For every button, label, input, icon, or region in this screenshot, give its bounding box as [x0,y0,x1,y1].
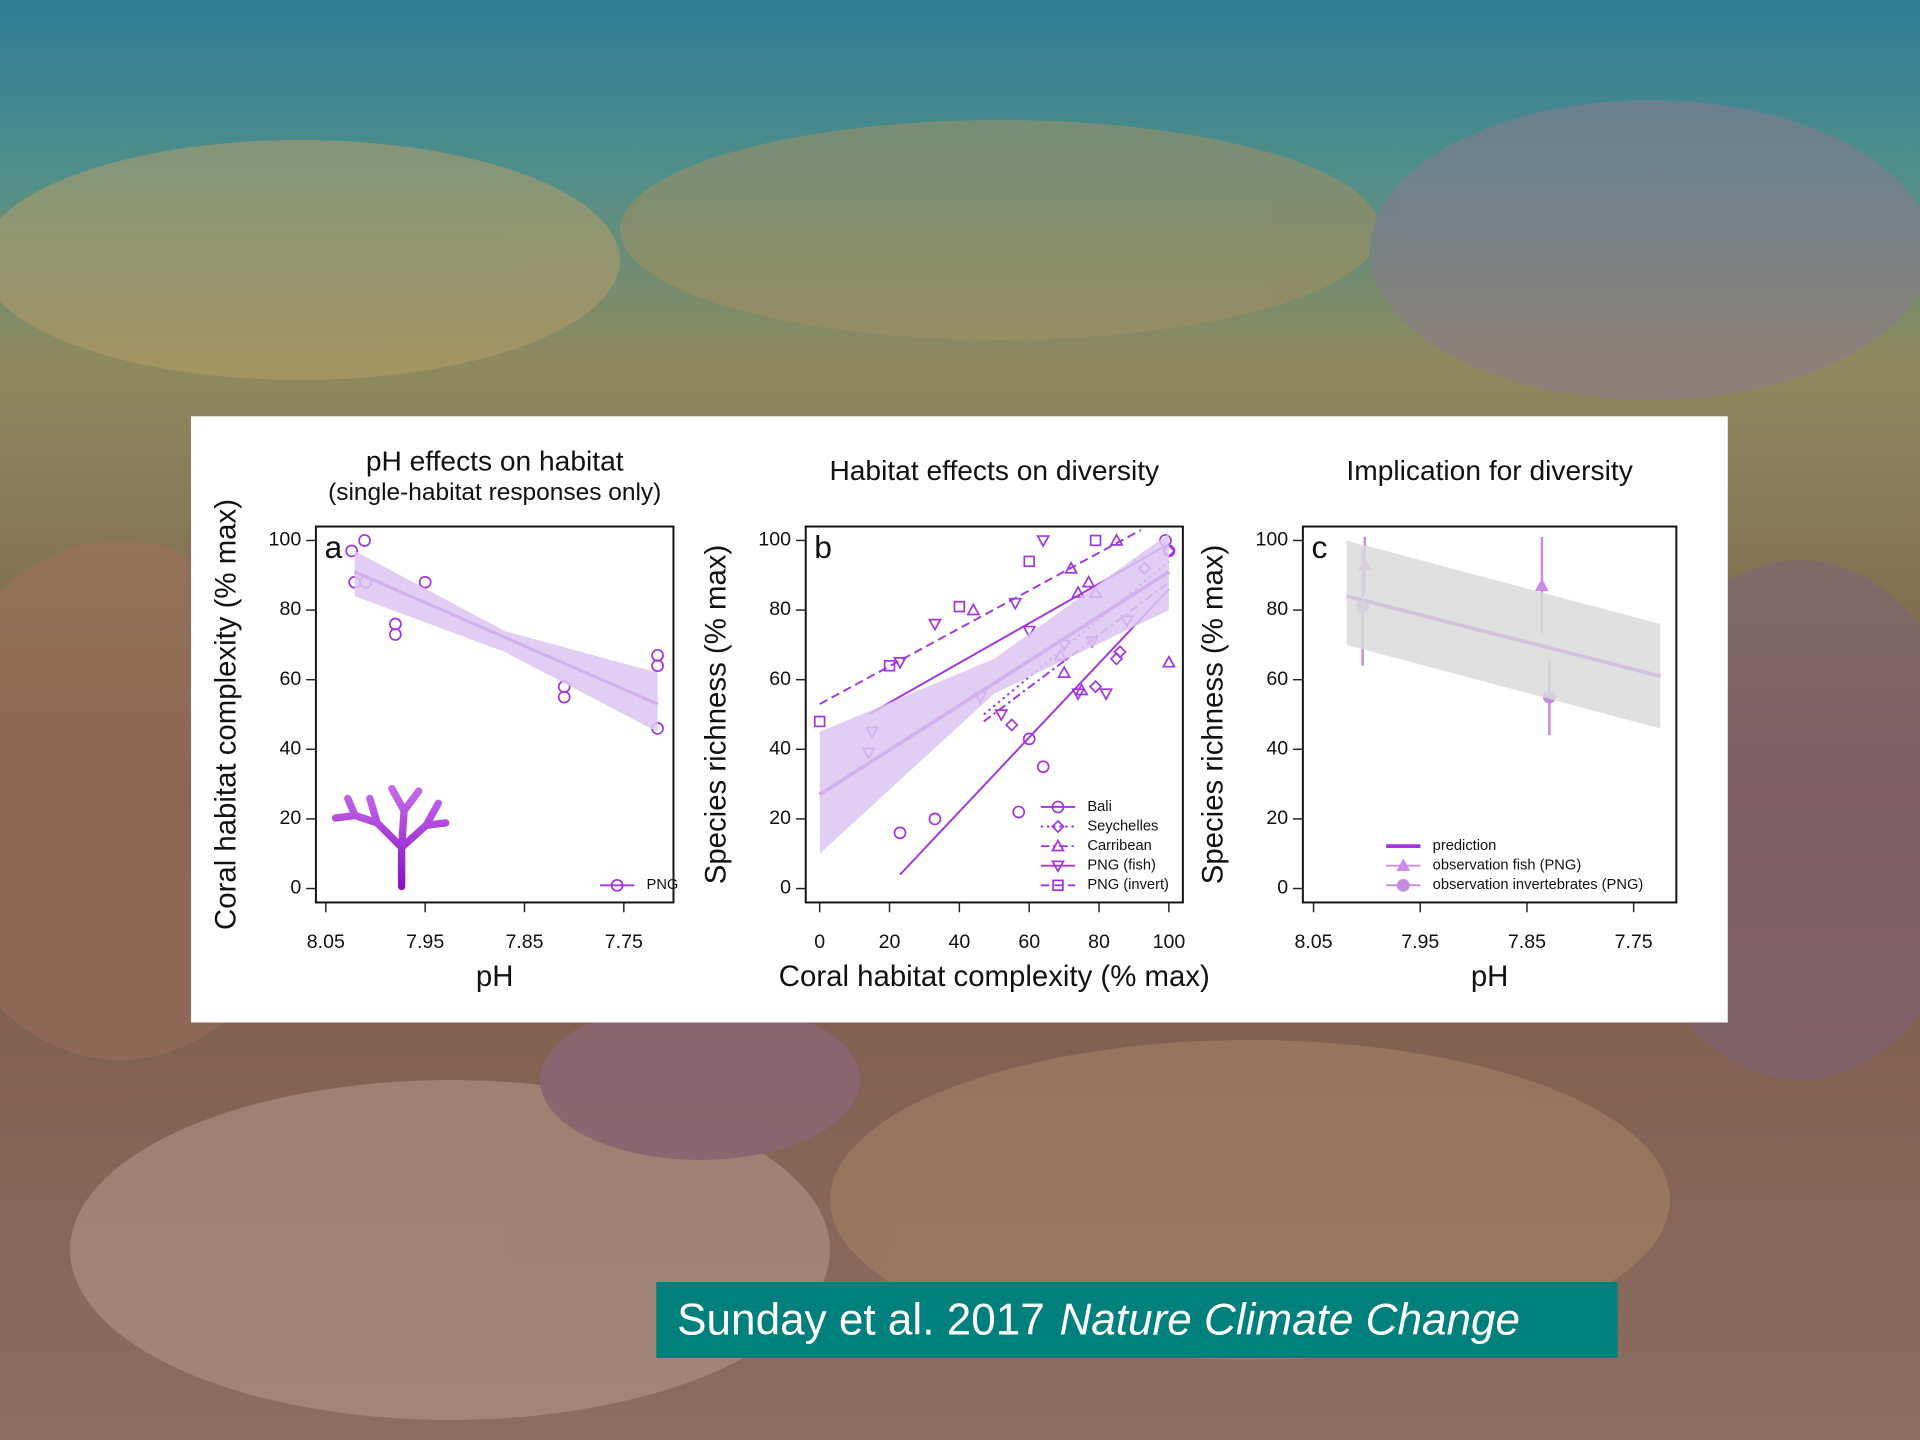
legend-label: PNG (fish) [1087,858,1156,874]
y-tick-label: 60 [1266,668,1288,690]
y-tick-label: 20 [279,807,301,829]
legend-label: prediction [1433,838,1497,854]
slide: Sunday et al. 2017Nature Climate Change … [0,0,1920,1440]
citation: Sunday et al. 2017 Nature Climate Change [677,1295,1520,1344]
x-axis-label: pH [1471,960,1509,993]
y-tick-label: 0 [1277,877,1288,899]
x-tick-label: 8.05 [307,931,345,953]
x-tick-label: 20 [879,931,901,953]
legend-label: PNG [647,877,679,893]
y-tick-label: 20 [1266,807,1288,829]
y-tick-label: 80 [1266,598,1288,620]
x-axis-label: Coral habitat complexity (% max) [779,960,1210,993]
y-tick-label: 80 [769,598,791,620]
y-tick-label: 0 [290,877,301,899]
legend-label: Seychelles [1087,818,1158,834]
citation-authors: Sunday et al. 2017 [677,1295,1045,1344]
y-axis-label: Species richness (% max) [1196,545,1229,885]
x-tick-label: 7.75 [605,931,643,953]
y-axis-label: Coral habitat complexity (% max) [210,499,243,930]
panel-title: Implication for diversity [1346,455,1633,486]
x-tick-label: 100 [1153,931,1186,953]
y-tick-label: 80 [279,598,301,620]
y-tick-label: 40 [1266,737,1288,759]
x-tick-label: 0 [814,931,825,953]
panel-subtitle: (single-habitat responses only) [328,479,661,506]
y-tick-label: 100 [758,529,791,551]
x-tick-label: 7.95 [406,931,444,953]
panel-letter: b [814,529,832,565]
y-tick-label: 100 [269,529,302,551]
y-tick-label: 60 [769,668,791,690]
x-tick-label: 7.75 [1615,931,1653,953]
legend-label: Carribean [1087,838,1152,854]
y-tick-label: 100 [1256,529,1289,551]
y-axis-label: Species richness (% max) [699,545,732,885]
x-tick-label: 7.85 [505,931,543,953]
y-tick-label: 40 [769,737,791,759]
x-tick-label: 60 [1018,931,1040,953]
x-tick-label: 7.95 [1401,931,1439,953]
x-axis-label: pH [476,960,514,993]
panel-letter: c [1311,529,1327,565]
legend-label: PNG (invert) [1087,877,1169,893]
y-tick-label: 20 [769,807,791,829]
panel-letter: a [324,529,342,565]
page: {"citation":{"text":"Sunday et al. 2017"… [0,0,1920,1440]
x-tick-label: 80 [1088,931,1110,953]
x-tick-label: 7.85 [1508,931,1546,953]
x-tick-label: 8.05 [1294,931,1332,953]
citation-journal: Nature Climate Change [1059,1295,1520,1344]
y-tick-label: 40 [279,737,301,759]
panel-title: pH effects on habitat [366,445,624,476]
legend-label: observation invertebrates (PNG) [1433,877,1644,893]
legend-marker [1398,880,1409,891]
legend-label: observation fish (PNG) [1433,858,1582,874]
x-tick-label: 40 [948,931,970,953]
panel-title: Habitat effects on diversity [829,455,1160,486]
y-tick-label: 60 [279,668,301,690]
y-tick-label: 0 [780,877,791,899]
legend-label: Bali [1087,799,1112,815]
